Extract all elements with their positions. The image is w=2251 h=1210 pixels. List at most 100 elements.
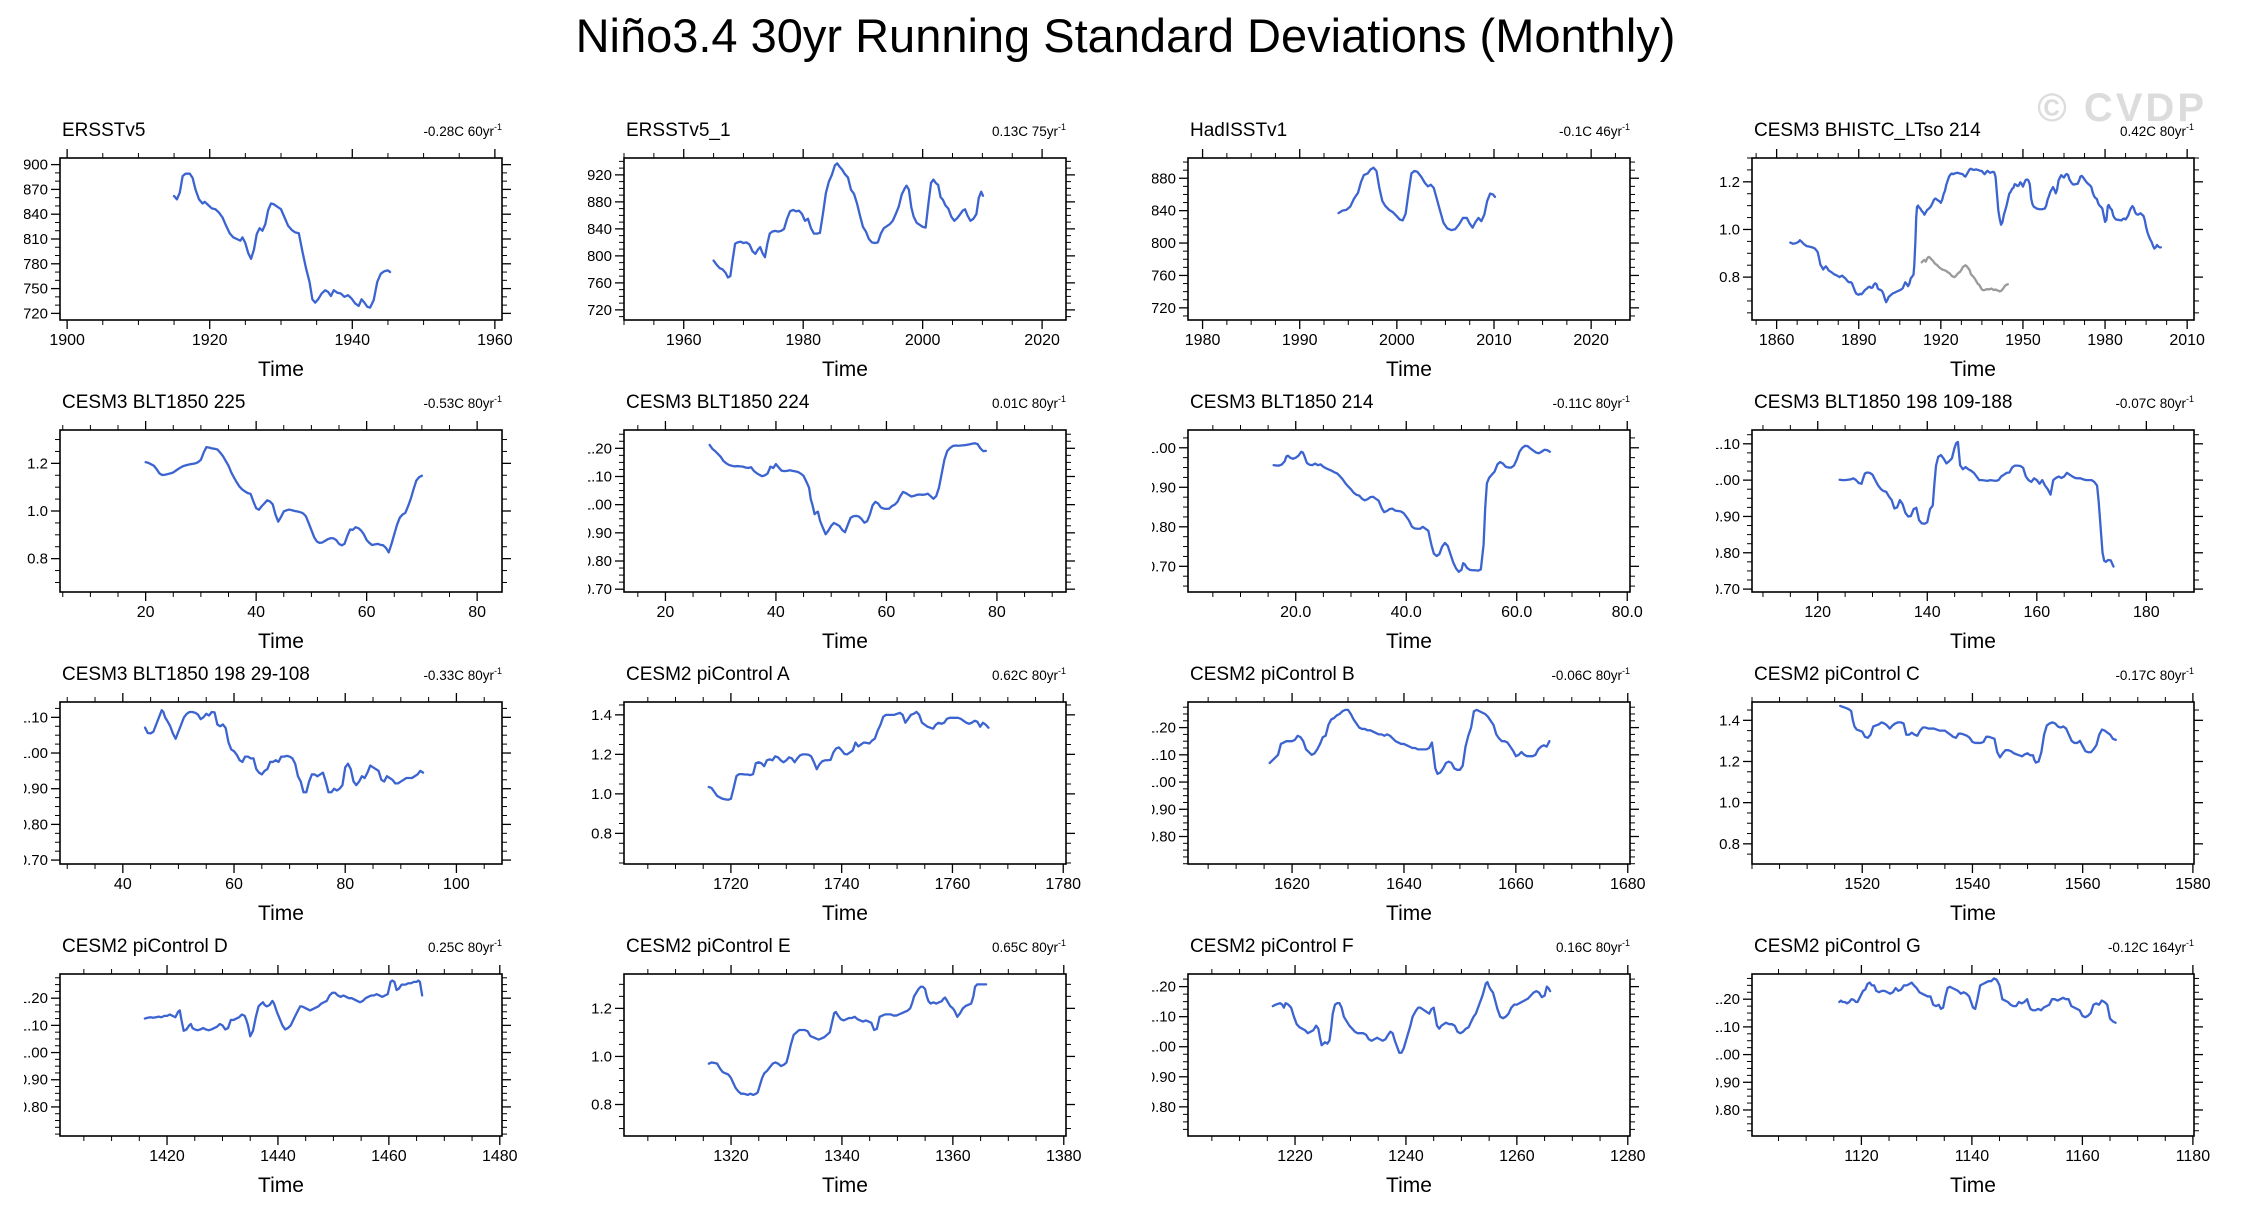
x-axis-label: Time [822,1174,868,1197]
y-tick-label: 0.70 [1152,558,1176,575]
x-tick-label: 120 [1804,604,1831,621]
series-line-model [144,446,424,554]
trend-annotation: 0.65C 80yr-1 [992,938,1066,955]
x-tick-label: 1960 [477,332,513,349]
trend-annotation: 0.13C 75yr-1 [992,122,1066,139]
chart-panel-11: CESM2 piControl B -0.06C 80yr-1 1620 1640 16… [1147,656,1716,928]
x-tick-label: 1740 [824,876,860,893]
y-tick-label: 1.00 [1152,1039,1176,1056]
x-tick-label: 1980 [2087,332,2123,349]
y-tick-label: 0.750 [24,281,48,298]
series-line-model [707,983,988,1097]
panel-title: CESM3 BLT1850 214 [1190,392,1374,413]
y-tick-label: 1.10 [1152,747,1176,764]
series-line-ERSSTv5 [172,172,392,309]
series-line-observations [1920,255,2010,293]
chart-panel-5: CESM3 BLT1850 225 -0.53C 80yr-1 20 40 60 80 0.… [24,384,588,656]
x-tick-label: 80 [988,604,1006,621]
x-tick-label: 1940 [334,332,370,349]
axis-ticks [1743,693,2203,873]
y-tick-label: 0.80 [1152,519,1176,536]
plot-box [59,429,503,593]
trend-annotation: -0.07C 80yr-1 [2115,394,2194,411]
y-tick-label: 1.00 [1716,472,1740,489]
y-tick-label: 0.80 [1152,1099,1176,1116]
panel-title: CESM3 BLT1850 224 [626,392,810,413]
panel-title: ERSSTv5_1 [626,120,731,141]
y-tick-label: 0.920 [588,167,612,184]
trend-annotation: 0.62C 80yr-1 [992,666,1066,683]
y-tick-label: 0.90 [1152,1069,1176,1086]
x-tick-label: 1640 [1386,876,1422,893]
axis-ticks [615,693,1075,873]
x-tick-label: 1950 [2005,332,2041,349]
x-tick-label: 1280 [1610,1148,1646,1165]
x-tick-label: 1580 [2175,876,2211,893]
plot-box [1751,973,2195,1137]
x-tick-label: 80 [336,876,354,893]
x-tick-label: 1160 [2065,1148,2100,1165]
chart-svg: CESM2 piControl D 0.25C 80yr-1 1420 1440 146… [19,936,518,1197]
axis-ticks [615,421,1075,601]
x-tick-label: 1560 [2065,876,2101,893]
y-tick-label: 1.20 [588,440,612,457]
x-tick-label: 1900 [49,332,85,349]
y-tick-label: 0.800 [1152,235,1176,252]
y-tick-label: 0.800 [588,248,612,265]
x-axis-label: Time [1950,358,1996,381]
chart-svg: CESM2 piControl F 0.16C 80yr-1 1220 1240 126… [1147,936,1646,1197]
chart-svg: CESM2 piControl C -0.17C 80yr-1 1520 1540 15… [1719,664,2211,925]
chart-svg: CESM3 BLT1850 225 -0.53C 80yr-1 20 40 60 80 0.… [27,392,511,653]
y-tick-label: 0.810 [24,231,48,248]
chart-svg: CESM3 BHISTC_LTso 214 0.42C 80yr-1 1860 189… [1719,120,2205,381]
x-tick-label: 20 [137,604,155,621]
chart-panel-3: HadISSTv1 -0.1C 46yr-1 1980 1990 2000 2010 202… [1138,112,1716,384]
x-axis-label: Time [258,902,304,925]
y-tick-label: 1.00 [1152,774,1176,791]
y-tick-label: 0.8 [591,1097,612,1114]
y-tick-label: 0.90 [24,781,48,798]
y-tick-label: 1.20 [1152,720,1176,737]
x-tick-label: 60 [225,876,243,893]
series-line-model [1272,444,1552,573]
x-tick-label: 1990 [1282,332,1318,349]
chart-grid: ERSSTv5 -0.28C 60yr-1 1900 1920 1940 1960 0.72… [10,112,2251,1200]
x-tick-label: 1460 [371,1148,407,1165]
x-tick-label: 2020 [1024,332,1060,349]
chart-panel-1: ERSSTv5 -0.28C 60yr-1 1900 1920 1940 1960 0.72… [10,112,588,384]
chart-panel-8: CESM3 BLT1850 198 109-188 -0.07C 80yr-1 12… [1711,384,2251,656]
chart-svg: CESM3 BLT1850 214 -0.11C 80yr-1 20.0 40.0 60… [1147,392,1643,653]
x-tick-label: 1140 [1955,1148,1990,1165]
x-tick-label: 1720 [713,876,749,893]
plot-box [1187,157,1631,321]
trend-annotation: -0.1C 46yr-1 [1559,122,1630,139]
x-tick-label: 180 [2133,604,2160,621]
x-axis-label: Time [1950,630,1996,653]
y-tick-label: 1.00 [588,497,612,514]
trend-annotation: 0.42C 80yr-1 [2120,122,2194,139]
series-line-model [1838,977,2117,1024]
x-tick-label: 1780 [1045,876,1081,893]
page-title: Niño3.4 30yr Running Standard Deviations… [575,9,1676,62]
x-axis-label: Time [1950,902,1996,925]
axis-ticks [1743,421,2203,601]
y-tick-label: 1.10 [1716,436,1740,453]
series-line-model [1271,980,1552,1054]
trend-annotation: -0.11C 80yr-1 [1552,394,1630,411]
y-tick-label: 0.780 [24,256,48,273]
x-tick-label: 1480 [482,1148,518,1165]
x-tick-label: 160 [2023,604,2050,621]
y-tick-label: 0.720 [1152,300,1176,317]
x-axis-label: Time [258,1174,304,1197]
y-tick-label: 1.10 [1716,1019,1740,1036]
series-line-model [143,709,425,794]
x-tick-label: 1180 [2176,1148,2211,1165]
y-tick-label: 1.4 [591,707,612,724]
cvdp-watermark: © CVDP [2037,86,2207,130]
y-tick-label: 1.00 [1152,440,1176,457]
x-tick-label: 1980 [785,332,821,349]
x-tick-label: 1380 [1046,1148,1082,1165]
x-tick-label: 1440 [260,1148,296,1165]
panel-title: ERSSTv5 [62,120,145,141]
y-tick-label: 0.80 [1716,545,1740,562]
